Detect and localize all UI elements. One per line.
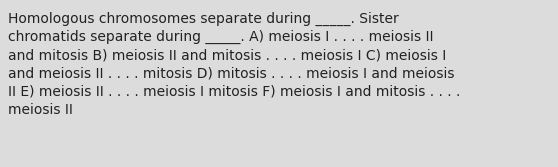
Text: Homologous chromosomes separate during _____. Sister
chromatids separate during : Homologous chromosomes separate during _…	[8, 12, 461, 117]
